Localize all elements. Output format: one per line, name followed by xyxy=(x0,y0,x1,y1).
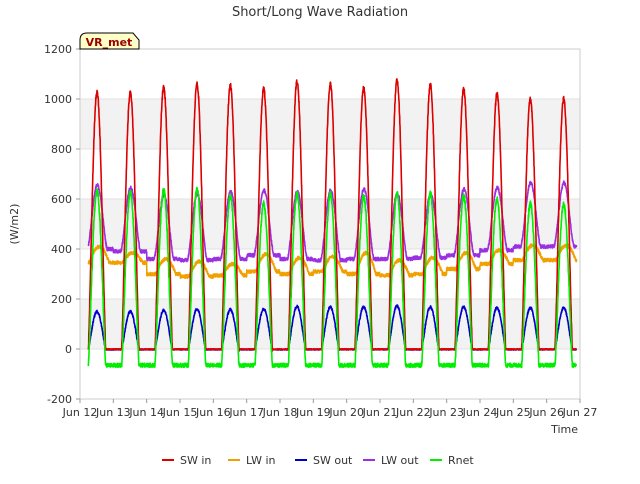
x-tick-label: Jun 12 xyxy=(62,406,98,419)
series-line-sw-out xyxy=(87,304,578,351)
x-tick-label: Jun 24 xyxy=(462,406,498,419)
y-tick-label: 600 xyxy=(51,193,72,206)
legend: SW in LW in SW out LW out Rnet xyxy=(162,454,474,467)
y-tick-label: 200 xyxy=(51,293,72,306)
legend-label: SW out xyxy=(313,454,353,467)
x-axis-label: Time xyxy=(550,423,578,436)
y-tick-label: 1000 xyxy=(44,93,72,106)
y-tick-label: 800 xyxy=(51,143,72,156)
plot-frame xyxy=(79,48,581,400)
series-line-sw-in xyxy=(87,78,578,352)
y-tick-label: 0 xyxy=(65,343,72,356)
y-tick-label: 400 xyxy=(51,243,72,256)
grid-band xyxy=(80,99,580,149)
x-tick-label: Jun 20 xyxy=(328,406,364,419)
y-tick-label: -200 xyxy=(47,393,72,406)
x-tick-label: Jun 15 xyxy=(162,406,198,419)
legend-label: SW in xyxy=(180,454,211,467)
x-tick-label: Jun 13 xyxy=(95,406,131,419)
site-badge: VR_met xyxy=(79,32,140,50)
x-tick-label: Jun 16 xyxy=(195,406,231,419)
legend-label: Rnet xyxy=(448,454,474,467)
y-tick-label: 1200 xyxy=(44,43,72,56)
x-tick-label: Jun 18 xyxy=(262,406,298,419)
x-tick-label: Jun 22 xyxy=(395,406,431,419)
site-badge-box xyxy=(79,32,140,50)
series-layer xyxy=(87,78,578,369)
series-line-rnet xyxy=(87,186,578,369)
x-tick-label: Jun 25 xyxy=(495,406,531,419)
x-tick-label: Jun 26 xyxy=(528,406,564,419)
x-tick-label: Jun 19 xyxy=(295,406,331,419)
legend-label: LW in xyxy=(246,454,276,467)
y-axis: -200 0 200 400 600 800 1000 1200 xyxy=(44,43,80,406)
site-badge-label: VR_met xyxy=(86,36,133,49)
grid-band xyxy=(80,199,580,249)
y-axis-label: (W/m2) xyxy=(8,204,21,245)
x-tick-label: Jun 14 xyxy=(128,406,164,419)
chart-title: Short/Long Wave Radiation xyxy=(232,5,408,20)
x-tick-label: Jun 21 xyxy=(362,406,398,419)
legend-label: LW out xyxy=(381,454,419,467)
x-tick-label: Jun 17 xyxy=(228,406,264,419)
x-tick-label: Jun 23 xyxy=(428,406,464,419)
x-tick-label: Jun 27 xyxy=(562,406,598,419)
